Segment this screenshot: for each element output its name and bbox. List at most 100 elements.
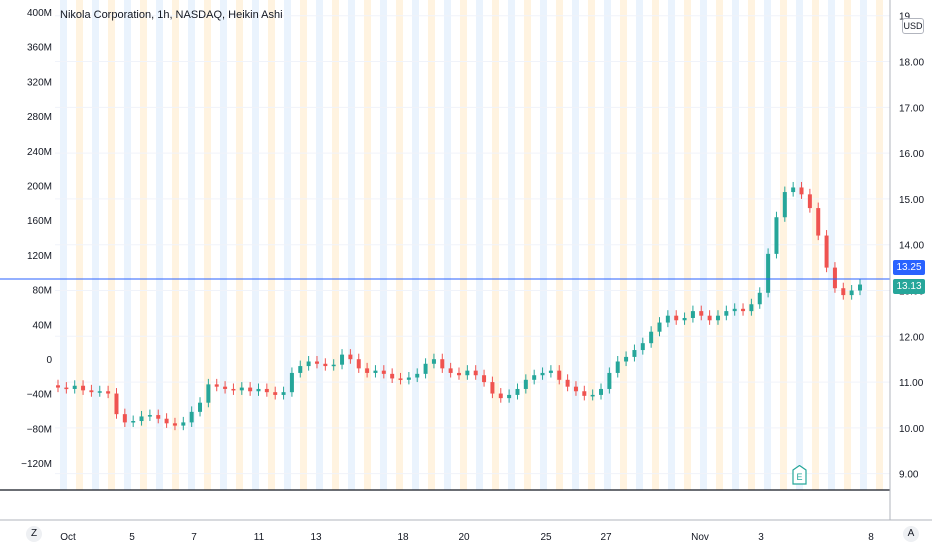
candle-body (832, 267, 837, 289)
candle-body (640, 343, 645, 351)
candle-body (807, 194, 812, 209)
time-tick-label: Oct (60, 532, 76, 543)
candle-body (573, 386, 578, 392)
candle-body (390, 373, 395, 379)
candle-body (715, 315, 720, 321)
candle-body (440, 359, 445, 369)
volume-tick-label: −120M (21, 459, 52, 470)
candle-body (273, 392, 278, 395)
candle-body (206, 384, 211, 403)
volume-tick-label: 280M (27, 112, 52, 123)
candle-body (56, 385, 60, 388)
candle-body (799, 187, 804, 195)
candle-body (515, 388, 520, 395)
candle-body (189, 411, 194, 423)
candle-body (323, 363, 328, 367)
candle-body (490, 382, 495, 394)
volume-tick-label: 240M (27, 147, 52, 158)
candle-body (824, 235, 829, 268)
candle-body (223, 386, 228, 389)
volume-tick-label: 40M (33, 320, 52, 331)
candle-body (298, 366, 303, 373)
candle-body (749, 304, 754, 312)
volume-tick-label: 360M (27, 43, 52, 54)
candle-body (431, 359, 436, 364)
time-tick-label: 20 (458, 532, 470, 543)
candle-body (523, 379, 528, 389)
price-tick-label: 11.00 (899, 378, 924, 389)
candle-body (741, 308, 746, 312)
candle-body (816, 208, 821, 236)
time-tick-label: 18 (397, 532, 409, 543)
candle-body (782, 192, 787, 218)
time-tick-label: 27 (600, 532, 612, 543)
time-tick-label: 11 (254, 532, 265, 543)
time-tick-label: 8 (868, 532, 874, 543)
volume-tick-label: 320M (27, 77, 52, 88)
volume-tick-label: 0 (46, 355, 52, 366)
earnings-icon: E (792, 464, 807, 485)
time-tick-label: Nov (691, 532, 709, 543)
candle-body (699, 311, 704, 316)
candle-body (448, 368, 453, 373)
candle-body (64, 387, 69, 390)
candle-body (757, 292, 762, 305)
candle-body (340, 354, 345, 365)
price-tick-label: 16.00 (899, 149, 924, 160)
candle-body (724, 311, 729, 316)
goto-date-button[interactable]: Z (26, 526, 42, 542)
candle-body (482, 375, 487, 383)
candle-body (674, 315, 679, 321)
price-tick-label: 18.00 (899, 58, 924, 69)
candle-body (599, 388, 604, 395)
candle-body (565, 379, 570, 387)
candle-body (365, 368, 370, 373)
candle-body (114, 393, 119, 415)
price-tick-label: 12.00 (899, 332, 924, 343)
candle-body (264, 388, 269, 393)
candle-body (231, 388, 236, 391)
candle-body (557, 370, 562, 380)
candle-body (540, 372, 545, 376)
candle-body (473, 370, 478, 376)
candle-body (615, 361, 620, 373)
crosshair-price-label: 13.25 (893, 260, 925, 275)
candle-body (314, 361, 319, 364)
candle-body (97, 391, 102, 393)
candle-body (849, 290, 854, 296)
time-tick-label: 5 (129, 532, 135, 543)
symbol-legend: Nikola Corporation, 1h, NASDAQ, Heikin A… (60, 9, 283, 21)
candle-body (690, 311, 695, 318)
candle-body (172, 423, 177, 426)
candle-body (682, 317, 687, 321)
candle-body (406, 377, 411, 380)
candle-body (348, 354, 353, 360)
candle-body (632, 350, 637, 357)
candle-body (164, 418, 169, 424)
time-tick-label: 13 (310, 532, 322, 543)
candle-body (214, 384, 219, 387)
candle-body (498, 393, 503, 399)
candle-body (707, 315, 712, 321)
candle-body (415, 373, 420, 378)
candle-body (548, 370, 553, 373)
candle-body (532, 375, 537, 380)
candle-body (156, 415, 161, 419)
candle-body (381, 370, 386, 374)
volume-tick-label: 80M (33, 286, 52, 297)
candle-body (665, 315, 670, 323)
auto-scale-button[interactable]: A (903, 526, 919, 542)
candle-body (331, 364, 336, 367)
earnings-marker[interactable]: E (792, 464, 807, 485)
candle-body (858, 284, 862, 291)
currency-badge[interactable]: USD (902, 18, 924, 34)
candle-body (198, 402, 203, 412)
candle-body (356, 359, 361, 369)
last-price-label: 13.13 (893, 279, 925, 294)
candle-body (147, 415, 152, 417)
candle-body (122, 414, 127, 423)
candle-body (289, 372, 294, 393)
candle-body (732, 308, 737, 312)
candle-body (624, 356, 629, 362)
